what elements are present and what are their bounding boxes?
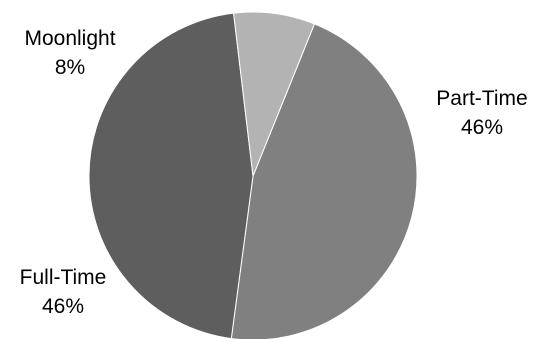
pie-slice-moonlight: [233, 11, 316, 177]
pie-slices: [88, 11, 418, 339]
slice-label-full-time: Full-Time: [20, 266, 107, 289]
slice-label-part-time: Part-Time: [436, 87, 527, 110]
slice-label-moonlight: Moonlight: [24, 27, 115, 50]
slice-value-moonlight: 8%: [55, 56, 85, 79]
slice-value-full-time: 46%: [42, 295, 84, 318]
slice-value-part-time: 46%: [461, 116, 503, 139]
pie-slice-full-time: [88, 12, 254, 339]
pie-labels: Part-Time 46% Full-Time 46% Moonlight 8%: [20, 27, 528, 318]
pie-slice-part-time: [230, 23, 418, 339]
